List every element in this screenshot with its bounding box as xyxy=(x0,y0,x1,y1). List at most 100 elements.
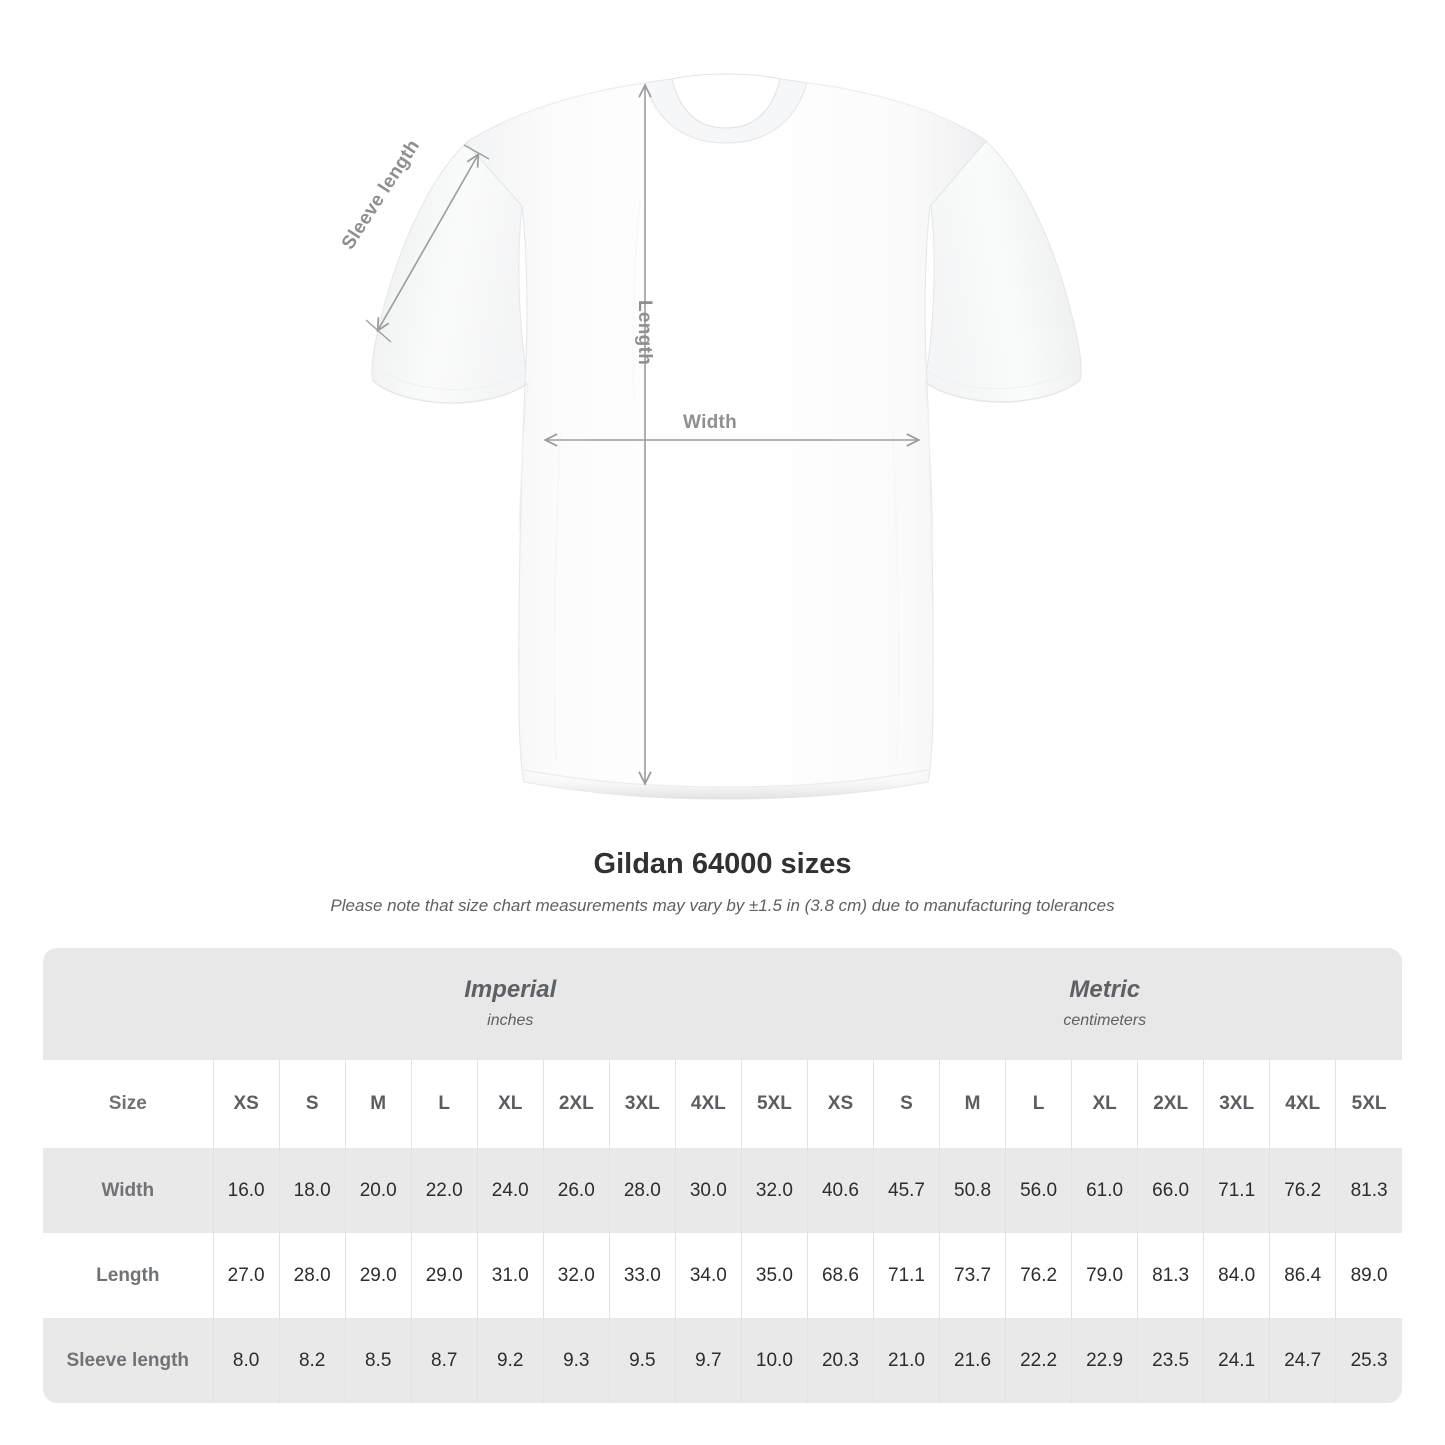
row-label-sleeve-length: Sleeve length xyxy=(43,1318,214,1403)
sleeve-imperial-s: 8.2 xyxy=(278,1318,346,1403)
shirt-body-shape xyxy=(371,73,1082,800)
sleeve-metric-2xl: 23.5 xyxy=(1137,1318,1204,1403)
width-metric-xl: 61.0 xyxy=(1071,1148,1138,1233)
size-header-imperial-3xl: 3XL xyxy=(608,1060,676,1148)
size-chart-table-container: Imperial inches Metric centimeters Size … xyxy=(43,948,1402,1403)
size-chart-table: Imperial inches Metric centimeters Size … xyxy=(43,948,1402,1403)
length-metric-5xl: 89.0 xyxy=(1335,1233,1402,1318)
length-imperial-xs: 27.0 xyxy=(212,1233,280,1318)
tshirt-measurement-diagram: Sleeve length Length Width xyxy=(338,73,1082,800)
sleeve-tick-bottom xyxy=(365,319,392,343)
size-header-imperial-s: S xyxy=(278,1060,346,1148)
sleeve-metric-l: 22.2 xyxy=(1005,1318,1072,1403)
sleeve-imperial-2xl: 9.3 xyxy=(542,1318,610,1403)
size-header-imperial-2xl: 2XL xyxy=(542,1060,610,1148)
sleeve-metric-m: 21.6 xyxy=(939,1318,1006,1403)
length-metric-l: 76.2 xyxy=(1005,1233,1072,1318)
table-row-width: Width 16.0 18.0 20.0 22.0 24.0 26.0 28.0… xyxy=(43,1148,1402,1233)
length-metric-xl: 79.0 xyxy=(1071,1233,1138,1318)
sleeve-metric-3xl: 24.1 xyxy=(1203,1318,1270,1403)
width-metric-3xl: 71.1 xyxy=(1203,1148,1270,1233)
width-label: Width xyxy=(683,412,738,433)
length-metric-2xl: 81.3 xyxy=(1137,1233,1204,1318)
imperial-group-header: Imperial inches xyxy=(213,948,808,1060)
sleeve-metric-s: 21.0 xyxy=(872,1318,940,1403)
size-header-metric-xs: XS xyxy=(806,1060,874,1148)
metric-group-name: Metric xyxy=(1069,976,1141,1003)
width-imperial-s: 18.0 xyxy=(278,1148,346,1233)
imperial-group-name: Imperial xyxy=(464,976,557,1003)
size-header-metric-xl: XL xyxy=(1071,1060,1138,1148)
length-imperial-xl: 31.0 xyxy=(476,1233,544,1318)
size-header-metric-l: L xyxy=(1005,1060,1072,1148)
length-imperial-5xl: 35.0 xyxy=(740,1233,808,1318)
length-metric-3xl: 84.0 xyxy=(1203,1233,1270,1318)
sleeve-imperial-m: 8.5 xyxy=(344,1318,412,1403)
page-title: Gildan 64000 sizes xyxy=(593,848,852,880)
size-header-imperial-4xl: 4XL xyxy=(674,1060,742,1148)
size-header-imperial-m: M xyxy=(344,1060,412,1148)
row-label-size: Size xyxy=(43,1060,214,1148)
width-imperial-xs: 16.0 xyxy=(212,1148,280,1233)
table-row-sleeve-length: Sleeve length 8.0 8.2 8.5 8.7 9.2 9.3 9.… xyxy=(43,1318,1402,1403)
size-header-metric-s: S xyxy=(872,1060,940,1148)
width-imperial-l: 22.0 xyxy=(410,1148,478,1233)
width-metric-m: 50.8 xyxy=(939,1148,1006,1233)
sleeve-imperial-l: 8.7 xyxy=(410,1318,478,1403)
sleeve-length-dimension-arrow xyxy=(378,155,478,330)
length-metric-xs: 68.6 xyxy=(806,1233,874,1318)
width-imperial-4xl: 30.0 xyxy=(674,1148,742,1233)
tolerance-note: Please note that size chart measurements… xyxy=(330,896,1115,915)
row-label-width: Width xyxy=(43,1148,214,1233)
size-header-metric-4xl: 4XL xyxy=(1269,1060,1336,1148)
width-imperial-m: 20.0 xyxy=(344,1148,412,1233)
length-metric-m: 73.7 xyxy=(939,1233,1006,1318)
length-label: Length xyxy=(634,300,655,366)
length-metric-s: 71.1 xyxy=(872,1233,940,1318)
width-imperial-2xl: 26.0 xyxy=(542,1148,610,1233)
size-header-metric-m: M xyxy=(939,1060,1006,1148)
width-imperial-5xl: 32.0 xyxy=(740,1148,808,1233)
sleeve-imperial-xl: 9.2 xyxy=(476,1318,544,1403)
width-metric-2xl: 66.0 xyxy=(1137,1148,1204,1233)
length-imperial-m: 29.0 xyxy=(344,1233,412,1318)
length-imperial-4xl: 34.0 xyxy=(674,1233,742,1318)
width-imperial-3xl: 28.0 xyxy=(608,1148,676,1233)
size-header-metric-3xl: 3XL xyxy=(1203,1060,1270,1148)
sleeve-metric-5xl: 25.3 xyxy=(1335,1318,1402,1403)
width-imperial-xl: 24.0 xyxy=(476,1148,544,1233)
sleeve-metric-4xl: 24.7 xyxy=(1269,1318,1336,1403)
width-metric-4xl: 76.2 xyxy=(1269,1148,1336,1233)
size-chart-heading: Gildan 64000 sizes Please note that size… xyxy=(0,845,1445,917)
sleeve-imperial-5xl: 10.0 xyxy=(740,1318,808,1403)
size-header-imperial-l: L xyxy=(410,1060,478,1148)
size-header-metric-2xl: 2XL xyxy=(1137,1060,1204,1148)
length-imperial-l: 29.0 xyxy=(410,1233,478,1318)
length-imperial-2xl: 32.0 xyxy=(542,1233,610,1318)
dimension-lines xyxy=(365,86,918,783)
length-imperial-s: 28.0 xyxy=(278,1233,346,1318)
table-row-size: Size XS S M L XL 2XL 3XL 4XL 5XL XS S M … xyxy=(43,1060,1402,1148)
sleeve-imperial-xs: 8.0 xyxy=(212,1318,280,1403)
table-row-length: Length 27.0 28.0 29.0 29.0 31.0 32.0 33.… xyxy=(43,1233,1402,1318)
row-label-length: Length xyxy=(43,1233,214,1318)
width-metric-l: 56.0 xyxy=(1005,1148,1072,1233)
unit-group-header-row: Imperial inches Metric centimeters xyxy=(43,948,1402,1060)
size-header-imperial-5xl: 5XL xyxy=(740,1060,808,1148)
size-header-metric-5xl: 5XL xyxy=(1335,1060,1402,1148)
length-metric-4xl: 86.4 xyxy=(1269,1233,1336,1318)
metric-group-unit: centimeters xyxy=(1063,1012,1147,1029)
length-imperial-3xl: 33.0 xyxy=(608,1233,676,1318)
sleeve-imperial-4xl: 9.7 xyxy=(674,1318,742,1403)
sleeve-tick-top xyxy=(463,144,490,160)
corner-cell xyxy=(43,948,214,1060)
size-header-imperial-xl: XL xyxy=(476,1060,544,1148)
sleeve-metric-xl: 22.9 xyxy=(1071,1318,1138,1403)
width-metric-5xl: 81.3 xyxy=(1335,1148,1402,1233)
metric-group-header: Metric centimeters xyxy=(807,948,1402,1060)
sleeve-metric-xs: 20.3 xyxy=(806,1318,874,1403)
imperial-group-unit: inches xyxy=(487,1012,534,1029)
width-metric-s: 45.7 xyxy=(872,1148,940,1233)
sleeve-imperial-3xl: 9.5 xyxy=(608,1318,676,1403)
size-header-imperial-xs: XS xyxy=(212,1060,280,1148)
